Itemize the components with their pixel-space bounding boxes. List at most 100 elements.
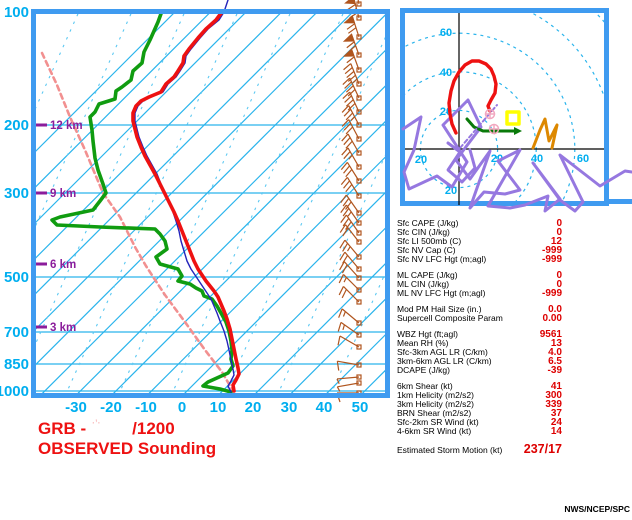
index-label: Sfc-3km AGL LR (C/km) [397,347,488,357]
pressure-tick-label: 200 [4,117,29,134]
index-row: Sfc-2km SR Wind (kt) 24 [397,417,562,428]
barb-full [340,194,347,203]
hodo-ring-label: 60 [577,153,589,165]
barb-station-square [356,220,362,226]
wind-barb [338,274,362,293]
barb-full [346,41,355,49]
index-row: BRN Shear (m2/s2) 37 [397,409,562,419]
barb-station-square [356,380,362,386]
wind-barb [343,15,362,40]
index-row: Sfc NV LFC Hgt (m;agl) -999 [397,255,562,265]
barb-full [345,126,354,135]
barb-full [339,224,346,233]
hodo-green-arrowhead [514,127,522,135]
index-label: Sfc-2km SR Wind (kt) [397,417,479,427]
barb-station-square [356,95,362,101]
wind-barb [340,204,362,226]
barb-station-square [356,15,362,21]
index-value: 9561 [539,329,562,340]
wind-barb [340,176,362,199]
wind-barb [342,91,362,115]
barb-full [342,243,349,252]
barb-staff [344,224,360,243]
barb-full [337,335,341,346]
barb-staff [337,360,360,366]
dry-adiabat-line [36,13,185,345]
barb-pennant [344,0,356,5]
barb-full [343,151,351,160]
barb-station-square [356,254,362,260]
storm-motion-row: Estimated Storm Motion (kt) 237/17 [397,443,562,456]
barb-full [347,3,356,11]
wind-barb [339,224,362,245]
barb-full [342,91,351,100]
barb-staff [345,204,360,224]
barb-full [345,112,354,121]
pressure-tick-label: 1000 [0,383,29,400]
wind-barb [336,380,362,392]
chart-title: GRB - /1200 OBSERVED Sounding [38,413,216,459]
barb-full [341,289,347,299]
barb-full [345,184,353,193]
barb-station-square [356,136,362,142]
pressure-tick-label: 500 [4,269,29,286]
index-value: 13 [550,338,562,349]
wind-barb [343,63,362,87]
index-value: 0 [556,270,562,281]
barb-full [343,122,352,131]
index-value: -999 [541,245,562,256]
barb-full [345,201,352,210]
index-row: Sfc-3km AGL LR (C/km) 4.0 [397,347,562,358]
barb-station-square [356,344,362,350]
index-label: 4-6km SR Wind (kt) [397,426,472,436]
barb-full [343,165,351,174]
barb-full [344,81,352,89]
km-tick-label: 6 km [50,259,76,271]
barb-full [346,23,356,30]
barb-station-square [356,150,362,156]
index-value: 0.00 [542,313,562,324]
barb-full [342,198,350,207]
wind-barb-column [336,0,362,403]
barb-staff [345,214,360,234]
barb-half [342,311,346,317]
barb-staff [348,119,360,140]
index-row: Mean RH (%) 13 [397,338,562,349]
pressure-tick-label: 700 [4,324,29,341]
index-label: DCAPE (J/kg) [397,365,450,375]
index-row: ML CAPE (J/kg) 0 [397,270,562,281]
barb-staff [357,0,360,5]
barb-staff [339,335,360,348]
wind-barb [356,0,362,7]
barb-half [347,246,351,252]
barb-staff [343,261,360,279]
barb-half [351,45,357,50]
index-value: 12 [550,236,562,247]
skewt-grid [36,13,385,393]
barb-station-square [356,275,362,281]
barb-full [345,99,354,107]
barb-station-square [356,193,362,199]
barb-full [341,133,349,142]
barb-full [340,204,347,213]
index-row: 6km Shear (kt) 41 [397,382,562,392]
barb-station-square [356,81,362,87]
barb-full [343,180,351,189]
isotherm-line [290,298,385,393]
hodograph-traces [401,59,632,213]
barb-staff [344,239,360,258]
barb-full [344,95,352,103]
wind-barb [341,133,362,156]
index-value: -39 [547,365,562,376]
barb-station-square [356,266,362,272]
isotherm-line [255,263,385,393]
index-value: -999 [541,288,562,299]
temp-tick-label: 40 [316,399,333,416]
wind-barb [340,214,362,236]
index-group: 6km Shear (kt) 41 1km Helicity (m2/s2) 300 3… [397,382,562,437]
index-row: ML CIN (J/kg) 0 [397,280,562,290]
barb-station-square [356,1,362,7]
barb-station-square [356,34,362,40]
storm-motion-vector-trace [459,104,498,149]
barb-staff [344,251,360,270]
